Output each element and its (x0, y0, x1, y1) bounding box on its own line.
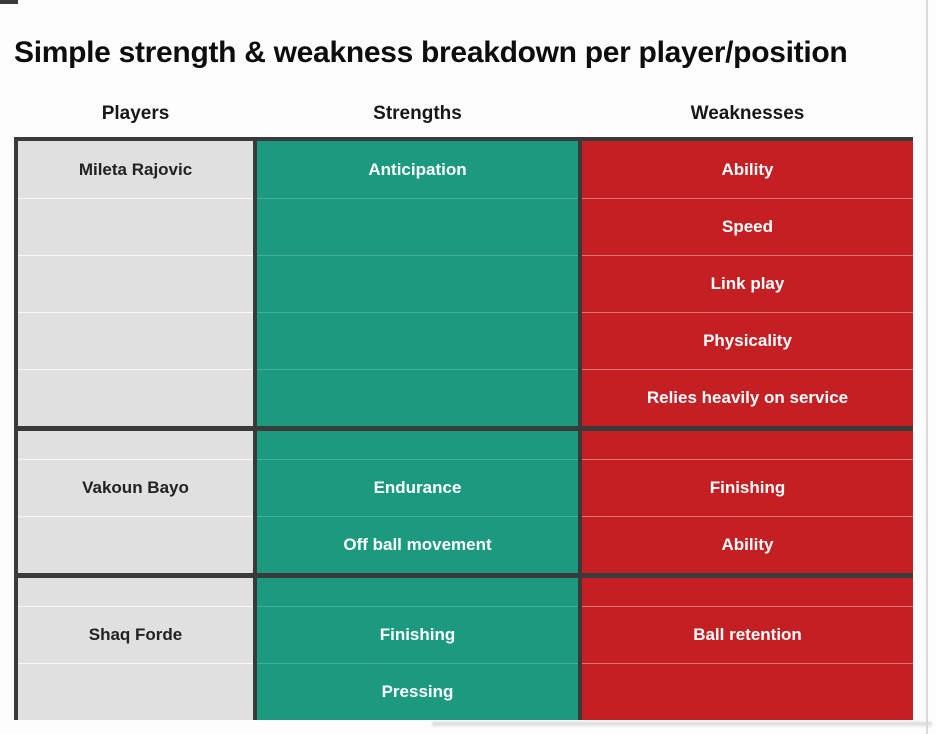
column-divider (578, 606, 582, 663)
strength-cell (257, 198, 578, 255)
player-cell (18, 431, 253, 459)
strength-cell: Endurance (257, 459, 578, 516)
column-divider (253, 663, 257, 720)
player-cell: Shaq Forde (18, 606, 253, 663)
strength-cell: Finishing (257, 606, 578, 663)
column-header-strengths: Strengths (373, 103, 462, 124)
column-divider (578, 663, 582, 720)
weakness-cell: Ball retention (582, 606, 913, 663)
column-divider (253, 141, 257, 198)
player-cell (18, 198, 253, 255)
column-divider (253, 606, 257, 663)
player-cell: Mileta Rajovic (18, 141, 253, 198)
column-divider (578, 369, 582, 426)
column-header-weaknesses: Weaknesses (690, 103, 805, 124)
page-edge-divider (926, 0, 928, 734)
column-divider (253, 198, 257, 255)
column-divider (253, 255, 257, 312)
column-divider (253, 431, 257, 459)
table-row: Link play (18, 255, 913, 312)
column-divider (253, 312, 257, 369)
cropped-ui-fragment (0, 0, 18, 4)
player-cell (18, 369, 253, 426)
table-row: Physicality (18, 312, 913, 369)
player-block: Shaq Forde Finishing Ball retention Pressin… (18, 578, 913, 720)
weakness-cell: Speed (582, 198, 913, 255)
table-row: Off ball movement Ability (18, 516, 913, 573)
page-title: Simple strength & weakness breakdown per… (14, 36, 848, 70)
player-cell (18, 516, 253, 573)
player-block: Vakoun Bayo Endurance Finishing Off ball mo… (18, 431, 913, 578)
table-row: Vakoun Bayo Endurance Finishing (18, 459, 913, 516)
table-row: Pressing (18, 663, 913, 720)
weakness-cell: Physicality (582, 312, 913, 369)
column-divider (253, 459, 257, 516)
strength-cell (257, 369, 578, 426)
column-divider (578, 141, 582, 198)
weakness-cell: Link play (582, 255, 913, 312)
table-bottom-shadow (432, 722, 932, 728)
column-divider (578, 431, 582, 459)
strength-cell (257, 431, 578, 459)
weakness-cell (582, 578, 913, 606)
weakness-cell: Finishing (582, 459, 913, 516)
weakness-cell: Ability (582, 516, 913, 573)
player-cell: Vakoun Bayo (18, 459, 253, 516)
column-divider (578, 312, 582, 369)
strength-cell: Off ball movement (257, 516, 578, 573)
player-cell (18, 663, 253, 720)
player-cell (18, 578, 253, 606)
strength-cell (257, 578, 578, 606)
column-divider (578, 459, 582, 516)
column-divider (578, 516, 582, 573)
table-row: Relies heavily on service (18, 369, 913, 426)
player-cell (18, 255, 253, 312)
player-cell (18, 312, 253, 369)
weakness-cell: Relies heavily on service (582, 369, 913, 426)
column-divider (578, 255, 582, 312)
column-divider (578, 198, 582, 255)
table-row: Shaq Forde Finishing Ball retention (18, 606, 913, 663)
strength-cell: Anticipation (257, 141, 578, 198)
column-divider (578, 578, 582, 606)
table-row: Mileta Rajovic Anticipation Ability (18, 141, 913, 198)
table-row (18, 431, 913, 459)
table-row (18, 578, 913, 606)
strength-weakness-table: Mileta Rajovic Anticipation Ability Speed Li… (14, 137, 913, 720)
weakness-cell: Ability (582, 141, 913, 198)
table-row: Speed (18, 198, 913, 255)
strength-cell (257, 255, 578, 312)
strength-cell (257, 312, 578, 369)
column-divider (253, 516, 257, 573)
column-header-players: Players (101, 103, 170, 124)
column-divider (253, 578, 257, 606)
column-divider (253, 369, 257, 426)
strength-cell: Pressing (257, 663, 578, 720)
weakness-cell (582, 663, 913, 720)
weakness-cell (582, 431, 913, 459)
player-block: Mileta Rajovic Anticipation Ability Speed Li… (18, 141, 913, 431)
